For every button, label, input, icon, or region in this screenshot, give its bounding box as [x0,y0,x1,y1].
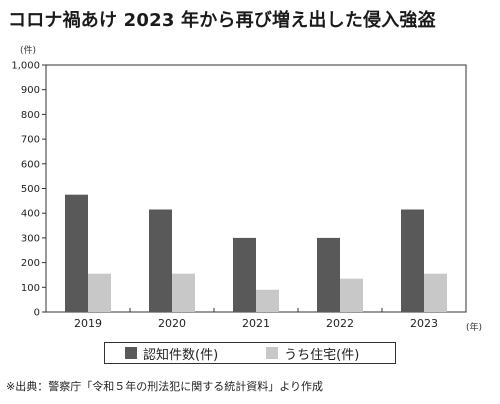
y-tick-label: 400 [21,209,40,220]
bar-total-2021 [233,237,256,312]
legend-swatch-residential [266,347,279,359]
bar-residential-2023 [424,273,447,312]
source-note: ※出典：警察庁「令和５年の刑法犯に関する統計資料」より作成 [6,380,323,393]
y-tick-label: 900 [21,85,40,96]
bar-residential-2022 [340,278,363,312]
x-tick-label: 2022 [326,317,354,330]
bar-residential-2021 [256,289,279,312]
x-tick-label: 2019 [74,317,102,330]
y-tick-label: 600 [21,159,40,170]
x-tick-label: 2021 [242,317,270,330]
bar-residential-2019 [88,273,111,312]
y-tick-label: 200 [21,258,40,269]
y-tick-label: 300 [21,233,40,244]
y-tick-label: 500 [21,184,40,195]
y-tick-label: 0 [34,308,40,319]
bar-total-2020 [149,209,172,312]
bar-total-2019 [65,194,88,312]
x-axis-unit: (年) [466,323,483,333]
y-tick-label: 800 [21,110,40,121]
x-tick-label: 2020 [158,317,186,330]
x-tick-label: 2023 [410,317,438,330]
y-axis-unit: (件) [20,46,37,56]
y-tick-label: 700 [21,135,40,146]
bar-residential-2020 [172,273,195,312]
y-tick-label: 100 [21,283,40,294]
bar-total-2023 [401,209,424,312]
legend-label-total: 認知件数(件) [143,347,219,363]
legend-swatch-total [125,347,137,359]
legend-item-total: 認知件数(件) [125,344,218,363]
legend-label-residential: うち住宅(件) [284,347,360,363]
legend: 認知件数(件) うち住宅(件) [104,342,396,364]
bar-total-2022 [317,237,340,312]
chart-title: コロナ禍あけ 2023 年から再び増え出した侵入強盗 [8,10,436,31]
y-tick-label: 1,000 [11,61,40,72]
legend-item-residential: うち住宅(件) [266,344,359,363]
